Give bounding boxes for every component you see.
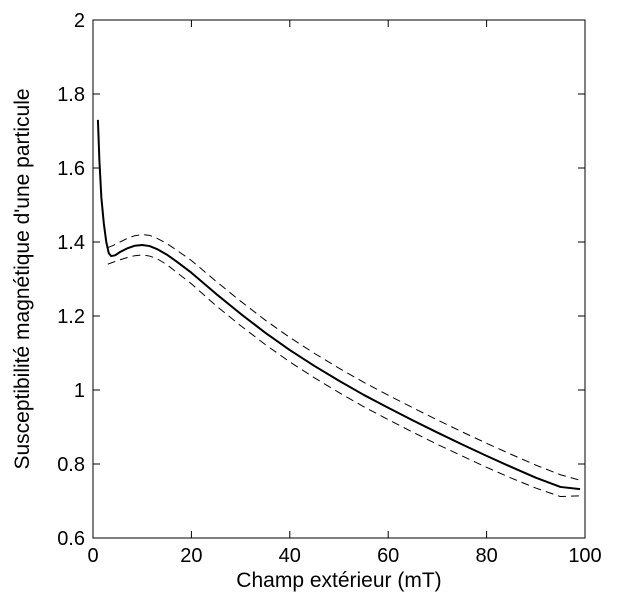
x-axis-label: Champ extérieur (mT) [236, 569, 441, 592]
ticks-layer [92, 19, 586, 539]
confidence-bound-line [107, 254, 581, 498]
x-tick-label: 0 [87, 545, 98, 567]
x-tick-label: 60 [377, 545, 399, 567]
mean-susceptibility-line [96, 119, 581, 491]
x-tick-label: 20 [180, 545, 202, 567]
tick-labels-layer: 0 20 40 60 80 100 0.6 0.8 1 1.2 1.4 1.6 1.8 2 [57, 10, 602, 567]
x-tick-label: 80 [475, 545, 497, 567]
confidence-bound-line [107, 234, 581, 481]
y-tick-label: 0.8 [57, 454, 85, 476]
series-layer [96, 119, 581, 498]
plot-area-frame [92, 19, 586, 539]
y-tick-label: 1.2 [57, 306, 85, 328]
y-tick-label: 0.6 [57, 528, 85, 550]
x-tick-label: 100 [568, 545, 601, 567]
x-tick-label: 40 [279, 545, 301, 567]
y-tick-label: 1.4 [57, 232, 85, 254]
y-tick-label: 1.6 [57, 158, 85, 180]
y-tick-label: 2 [74, 10, 85, 32]
y-tick-label: 1 [74, 380, 85, 402]
y-axis-label: Susceptibilité magnétique d'une particul… [11, 88, 34, 469]
y-tick-label: 1.8 [57, 84, 85, 106]
